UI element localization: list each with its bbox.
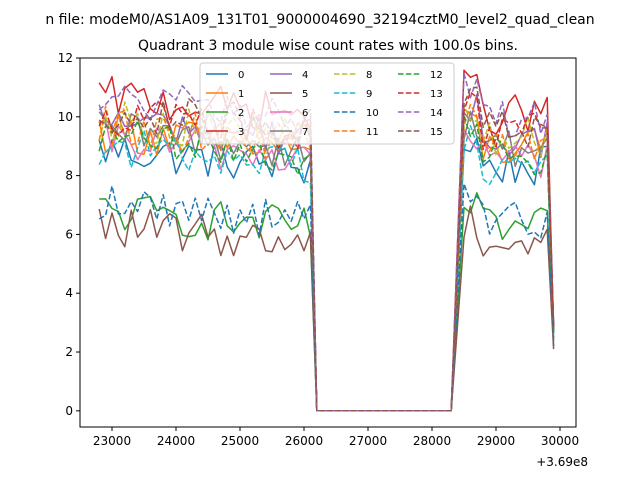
series-line-2 <box>99 192 555 412</box>
series-line-0 <box>98 137 555 412</box>
x-tick-label: 29000 <box>477 434 515 448</box>
series-line-8 <box>98 101 555 412</box>
legend-label: 15 <box>430 127 443 138</box>
legend-box <box>199 62 455 145</box>
x-tick-label: 30000 <box>541 434 579 448</box>
legend-label: 5 <box>302 89 308 100</box>
legend-label: 9 <box>366 89 372 100</box>
legend-label: 13 <box>430 89 443 100</box>
legend-label: 6 <box>302 108 308 119</box>
x-tick-label: 28000 <box>413 434 451 448</box>
x-tick-label: 27000 <box>349 434 387 448</box>
x-axis: 23000 24000 25000 26000 27000 28000 29000 30000 <box>93 427 579 448</box>
legend-label: 0 <box>238 70 244 81</box>
series-line-11 <box>98 103 555 412</box>
legend-label: 1 <box>238 89 244 100</box>
x-tick-label: 25000 <box>221 434 259 448</box>
y-axis: 0 2 4 6 8 10 12 <box>58 51 80 418</box>
figure-suptitle: n file: modeM0/AS1A09_131T01_9000004690_… <box>45 12 594 28</box>
legend-label: 7 <box>302 127 308 138</box>
axes-frame <box>79 57 577 428</box>
x-tick-label: 23000 <box>93 434 131 448</box>
legend-label: 2 <box>238 108 244 119</box>
series-line-6 <box>98 119 555 412</box>
legend-label: 4 <box>302 70 308 81</box>
y-tick-label: 6 <box>65 227 73 241</box>
series-line-5 <box>98 205 555 412</box>
series-line-7 <box>98 110 555 412</box>
y-tick-label: 4 <box>65 286 73 300</box>
legend-label: 12 <box>430 70 443 81</box>
chart-title: Quadrant 3 module wise count rates with … <box>138 38 518 54</box>
x-tick-label: 26000 <box>285 434 323 448</box>
legend-label: 11 <box>366 127 379 138</box>
series-line-9 <box>98 124 555 412</box>
legend-label: 10 <box>366 108 379 119</box>
y-tick-label: 2 <box>65 345 73 359</box>
series-line-12 <box>98 114 555 412</box>
y-tick-label: 12 <box>58 51 73 65</box>
y-tick-label: 0 <box>65 404 73 418</box>
y-tick-label: 8 <box>65 169 73 183</box>
legend-label: 8 <box>366 70 372 81</box>
legend-label: 14 <box>430 108 443 119</box>
x-tick-label: 24000 <box>157 434 195 448</box>
series-line-10 <box>98 182 555 412</box>
series-line-1 <box>98 108 555 412</box>
x-axis-offset-label: +3.69e8 <box>536 455 588 469</box>
y-tick-label: 10 <box>58 110 73 124</box>
legend-label: 3 <box>238 127 244 138</box>
